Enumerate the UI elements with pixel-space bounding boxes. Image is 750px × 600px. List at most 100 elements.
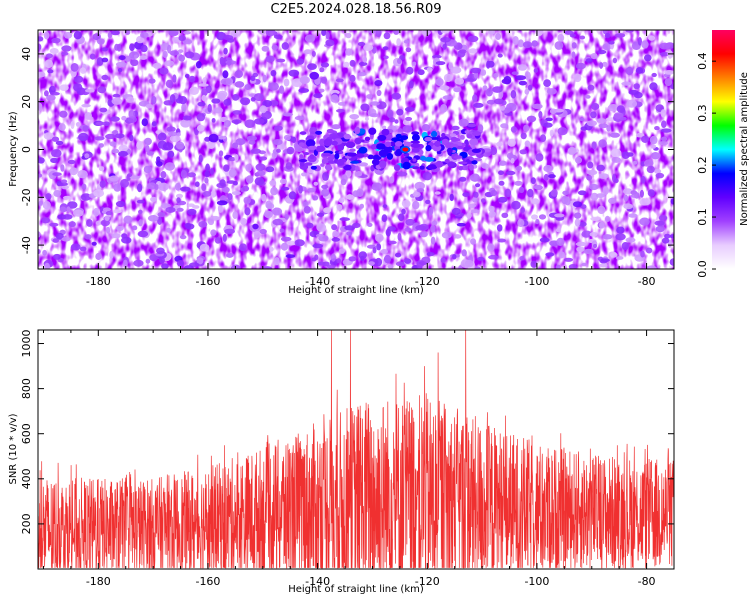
spectrogram-blob	[208, 133, 219, 143]
spectrogram-blob	[111, 97, 123, 105]
spectrogram-blob	[520, 207, 525, 214]
spectrogram-blob	[549, 129, 554, 137]
spectrogram-blob	[213, 107, 224, 114]
spectrogram-band-blob	[400, 135, 409, 141]
spectrogram-blob	[621, 81, 632, 86]
spectrogram-blob	[243, 196, 251, 205]
spectrogram-blob	[147, 215, 159, 222]
spectrogram-blob	[497, 196, 508, 203]
spectrogram-blob	[98, 143, 104, 148]
spectrogram-blob	[607, 104, 619, 112]
spectrogram-blob	[581, 230, 592, 238]
spectrogram-blob	[332, 231, 339, 238]
spectrogram-blob	[575, 241, 587, 247]
spectrogram-blob	[211, 98, 221, 104]
spectrogram-blob	[265, 30, 276, 37]
colorbar-gradient	[712, 30, 735, 269]
spectrogram-blob	[593, 243, 597, 249]
spectrogram-blob	[201, 88, 208, 96]
spectrogram-blob	[664, 78, 673, 87]
snr-frame	[37, 329, 675, 570]
spectrogram-band-blob	[354, 165, 359, 172]
spectrogram-blob	[524, 88, 530, 95]
spectrogram-blob	[234, 154, 239, 162]
spectrogram-blob	[497, 238, 507, 243]
spectrogram-blob	[464, 78, 475, 82]
spectrogram-blob	[504, 188, 512, 198]
spectrogram-blob	[505, 170, 516, 176]
spectrogram-blob	[131, 225, 138, 231]
spectrogram-blob	[271, 44, 278, 51]
spectrogram-blob	[543, 164, 553, 173]
spectrogram-blob	[63, 195, 72, 200]
spectrogram-blob	[49, 222, 59, 227]
spectrogram-blob	[106, 226, 111, 234]
spectrogram-blob	[633, 160, 638, 165]
spectrogram-blob	[572, 201, 583, 208]
spectrogram-band-blob	[410, 140, 421, 144]
spectrogram-blob	[472, 197, 478, 203]
spectrogram-blob	[518, 80, 527, 86]
y-tick-label: 40	[20, 47, 33, 61]
spectrogram-blob	[470, 209, 480, 214]
spectrogram-blob	[404, 227, 412, 232]
spectrogram-blob	[178, 96, 188, 105]
spectrogram-blob	[272, 218, 284, 226]
spectrogram-blob	[454, 234, 462, 239]
colorbar-tick-label: 0.0	[696, 260, 709, 278]
spectrogram-blob	[449, 193, 454, 202]
spectrogram-blob	[198, 154, 203, 163]
spectrogram-blob	[518, 186, 525, 194]
spectrogram-blob	[394, 252, 402, 258]
spectrogram-blob	[176, 260, 185, 267]
spectrogram-blob	[219, 58, 228, 66]
spectrogram-blob	[669, 234, 674, 239]
spectrogram-blob	[52, 238, 59, 243]
spectrogram-blob	[485, 88, 493, 97]
spectrogram-blob	[192, 205, 200, 209]
spectrogram-blob	[195, 60, 202, 69]
spectrogram-blob	[488, 205, 495, 213]
spectrogram-blob	[616, 226, 625, 234]
spectrogram-blob	[655, 172, 665, 179]
spectrogram-blob	[136, 199, 145, 204]
spectrogram-blob	[148, 78, 156, 84]
spectrogram-blob	[388, 240, 397, 245]
spectrogram-blob	[50, 91, 60, 96]
spectrogram-blob	[414, 181, 426, 191]
spectrogram-blob	[645, 247, 653, 254]
spectrogram-blob	[113, 209, 122, 214]
spectrogram-blob	[156, 247, 165, 255]
spectrogram-blob	[152, 62, 162, 69]
spectrogram-blob	[44, 90, 49, 97]
y-tick-label: 0	[20, 146, 33, 153]
spectrogram-blob	[61, 214, 73, 220]
spectrogram-blob	[557, 33, 565, 42]
spectrogram-blob	[109, 141, 117, 147]
spectrogram-blob	[97, 86, 107, 94]
spectrogram-blob	[127, 173, 133, 178]
spectrogram-blob	[533, 185, 543, 190]
spectrogram-blob	[306, 222, 314, 229]
spectrogram-blob	[217, 204, 223, 213]
spectrogram-blob	[564, 30, 574, 35]
spectrogram-blob	[61, 51, 69, 56]
spectrogram-blob	[84, 234, 92, 240]
spectrogram-blob	[85, 88, 95, 93]
colorbar-tick-label: 0.2	[696, 156, 709, 174]
spectrogram-band-blob	[412, 158, 417, 162]
spectrogram-blob	[580, 204, 587, 210]
spectrogram-blob	[381, 214, 388, 223]
spectrogram-blob	[493, 73, 499, 78]
spectrogram-blob	[81, 183, 87, 190]
spectrogram-blob	[640, 175, 646, 184]
spectrogram-blob	[129, 43, 135, 51]
spectrogram-blob	[59, 206, 67, 213]
spectrogram-band-blob	[327, 140, 333, 145]
spectrogram-blob	[61, 237, 71, 242]
spectrogram-blob	[146, 151, 154, 156]
spectrogram-blob	[219, 179, 226, 187]
spectrogram-blob	[149, 254, 159, 262]
spectrogram-blob	[156, 156, 161, 163]
spectrogram-band-blob	[458, 165, 464, 171]
